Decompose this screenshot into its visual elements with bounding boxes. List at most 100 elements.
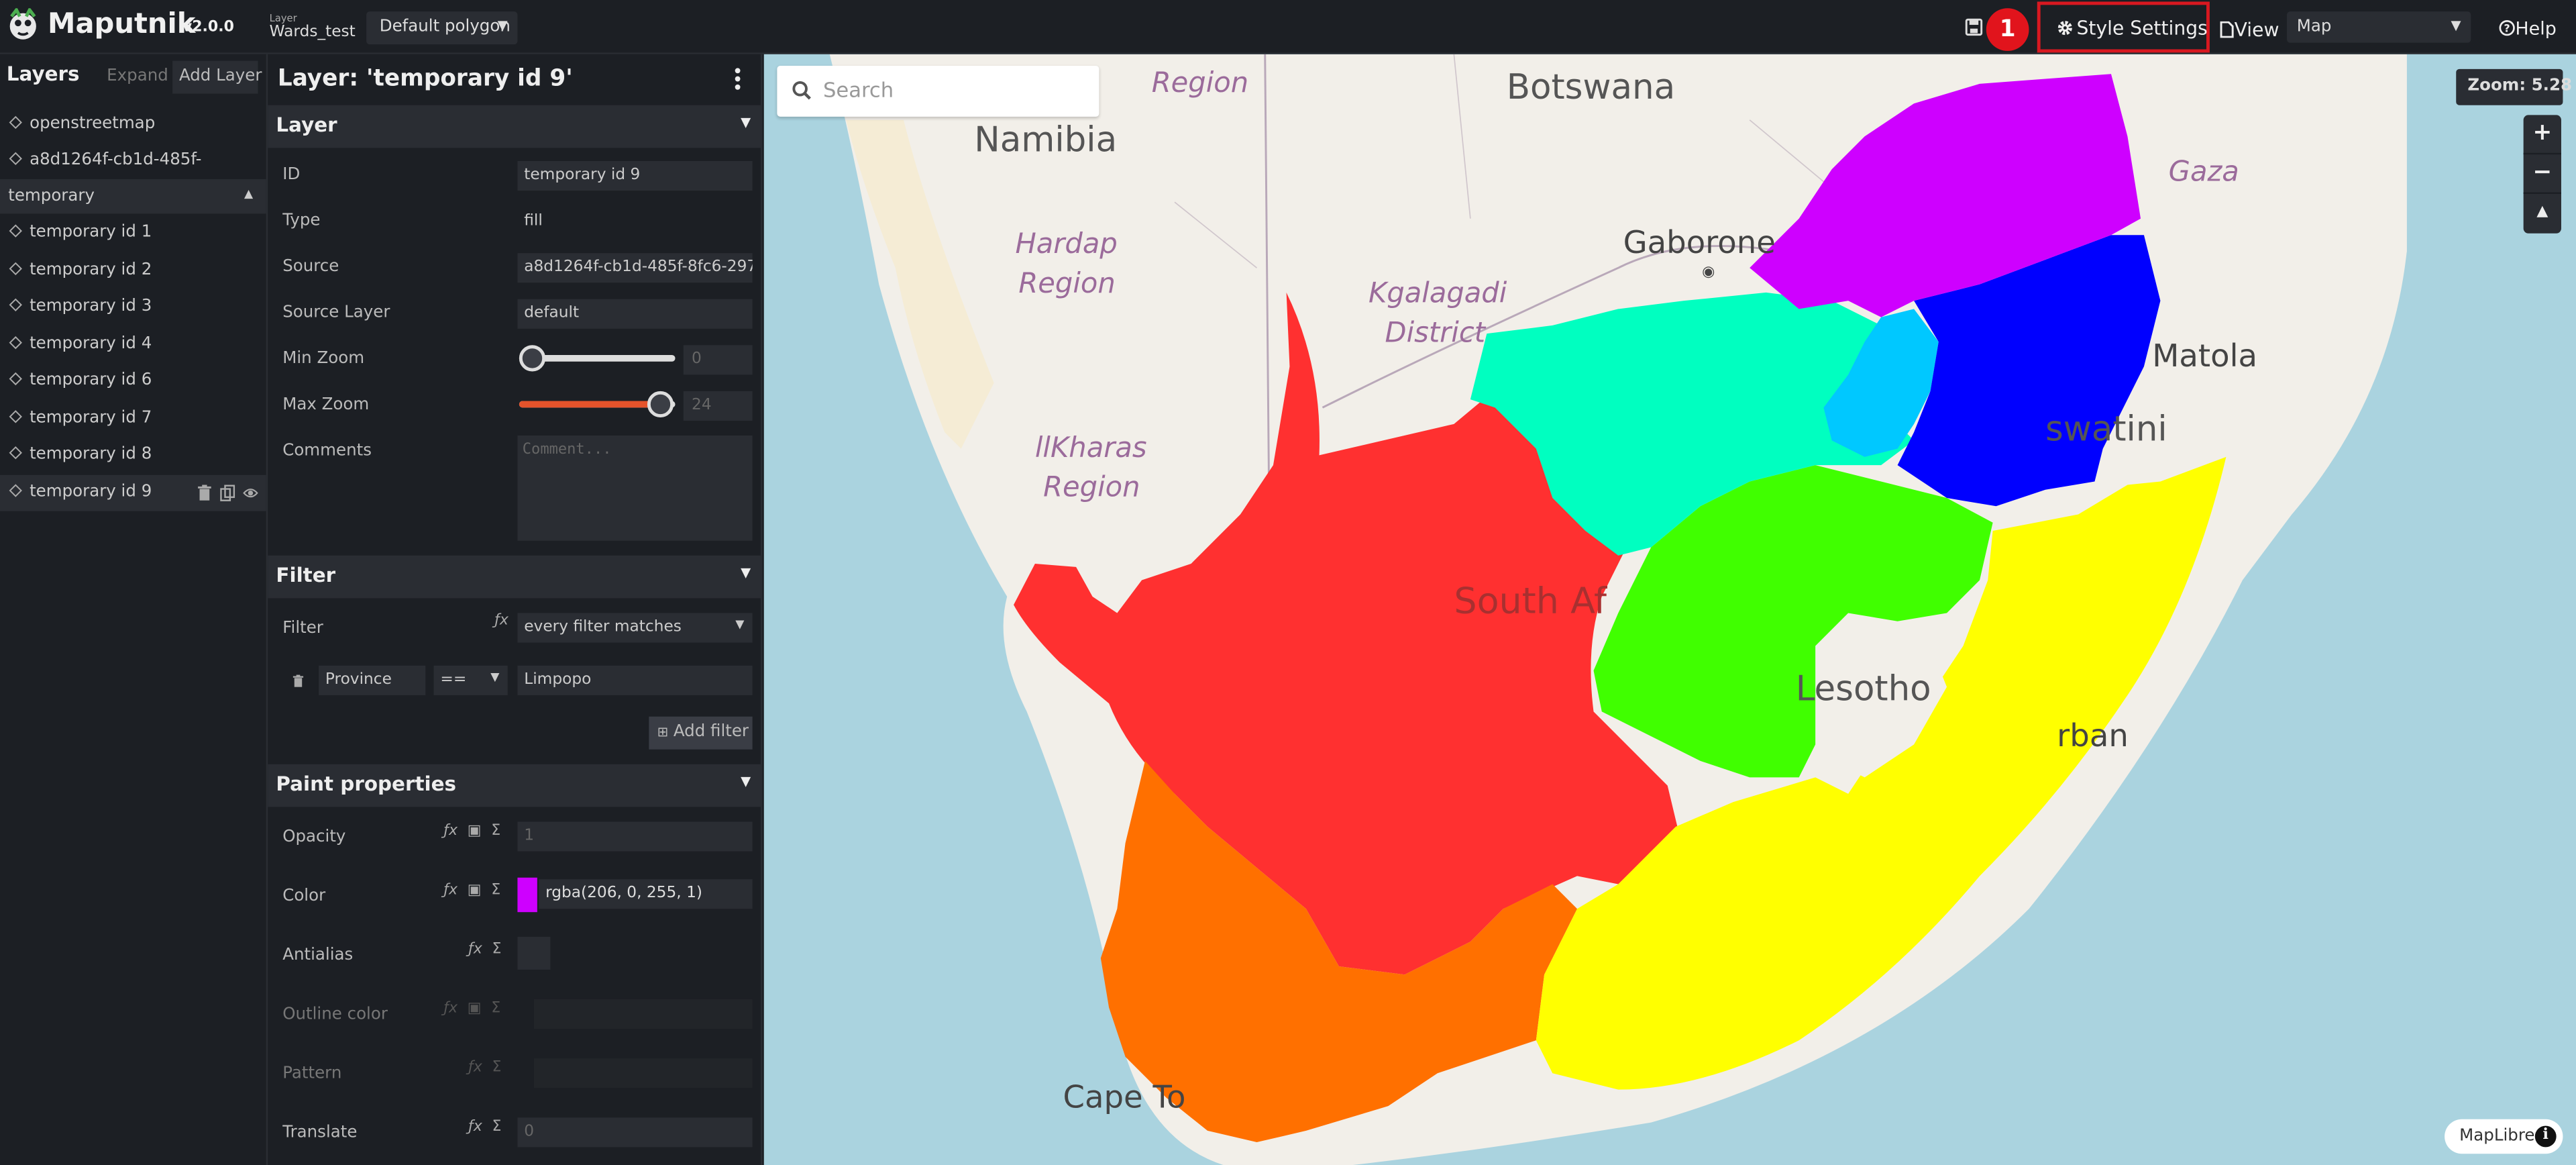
trash-icon[interactable] bbox=[197, 485, 212, 501]
add-filter-button[interactable]: ⊞ Add filter bbox=[649, 716, 753, 750]
label-durban: rban bbox=[2057, 718, 2129, 755]
default-polygon-dropdown[interactable]: Default polygon ▼ bbox=[366, 11, 518, 45]
pattern-label: Pattern bbox=[282, 1064, 342, 1083]
lesotho bbox=[1799, 619, 1947, 778]
maputnik-logo[interactable] bbox=[7, 8, 40, 41]
zoom-out-button[interactable]: − bbox=[2523, 154, 2561, 194]
layer-item-temporary-1[interactable]: temporary id 1 bbox=[0, 215, 266, 252]
slider-thumb[interactable] bbox=[647, 391, 674, 418]
map-canvas[interactable]: Botswana Namibia Gaborone ◉ Hardap Regio… bbox=[763, 54, 2576, 1165]
style-settings-button[interactable]: Style Settings bbox=[2037, 1, 2210, 53]
layer-item-label: openstreetmap bbox=[30, 115, 156, 134]
chevron-down-icon: ▼ bbox=[741, 565, 751, 580]
expression-icon[interactable]: ƒx bbox=[443, 1001, 458, 1017]
add-layer-button[interactable]: Add Layer bbox=[172, 60, 262, 94]
min-zoom-slider[interactable] bbox=[519, 344, 676, 373]
default-polygon-label: Default polygon bbox=[379, 17, 511, 36]
id-field[interactable]: temporary id 9 bbox=[517, 161, 753, 191]
layer-icon bbox=[9, 115, 22, 130]
duplicate-icon[interactable] bbox=[220, 485, 235, 501]
info-icon[interactable]: i bbox=[2534, 1125, 2557, 1148]
more-vertical-icon[interactable] bbox=[735, 67, 741, 90]
chevron-down-icon: ▼ bbox=[741, 774, 751, 789]
sum-icon[interactable]: Σ bbox=[491, 823, 501, 840]
slider-thumb[interactable] bbox=[519, 345, 546, 372]
eye-icon[interactable] bbox=[243, 485, 258, 501]
layer-select-value[interactable]: Wards_test bbox=[269, 23, 356, 42]
max-zoom-label: Max Zoom bbox=[282, 396, 370, 415]
sum-icon[interactable]: Σ bbox=[492, 1119, 502, 1136]
layer-icon bbox=[9, 262, 22, 276]
translate-field[interactable]: 0 bbox=[517, 1117, 753, 1148]
filter-section-header[interactable]: Filter ▼ bbox=[268, 555, 761, 599]
save-icon[interactable] bbox=[1965, 18, 1983, 36]
pattern-field[interactable] bbox=[533, 1058, 753, 1088]
expression-icon[interactable]: ƒx bbox=[494, 613, 508, 629]
sum-icon[interactable]: Σ bbox=[492, 942, 502, 958]
view-select[interactable]: Map ▼ bbox=[2287, 11, 2471, 43]
layer-group-temporary[interactable]: temporary ▲ bbox=[0, 179, 266, 214]
label-ilkharas-line1: llKharas bbox=[1034, 432, 1147, 466]
help-button[interactable]: ? Help bbox=[2499, 18, 2557, 40]
sum-icon[interactable]: Σ bbox=[491, 1001, 501, 1017]
layer-item-temporary-3[interactable]: temporary id 3 bbox=[0, 289, 266, 325]
province-mpumalanga bbox=[1897, 235, 2161, 507]
compass-button[interactable]: ▲ bbox=[2536, 203, 2548, 221]
max-zoom-field[interactable]: 24 bbox=[683, 391, 753, 421]
view-button[interactable]: View bbox=[2220, 18, 2279, 41]
color-label: Color bbox=[282, 887, 326, 906]
layer-editor-title: Layer: 'temporary id 9' bbox=[277, 65, 573, 93]
layer-item-temporary-8[interactable]: temporary id 8 bbox=[0, 437, 266, 473]
expression-icon[interactable]: ƒx bbox=[443, 882, 458, 899]
expression-icon[interactable]: ƒx bbox=[468, 1060, 482, 1077]
layer-item-temporary-9[interactable]: temporary id 9 bbox=[0, 474, 266, 511]
style-settings-label: Style Settings bbox=[2076, 16, 2208, 40]
source-layer-field[interactable]: default bbox=[517, 299, 753, 329]
filter-value-input[interactable]: Limpopo bbox=[517, 665, 753, 695]
data-driven-icon[interactable]: ▣ bbox=[467, 823, 482, 840]
layer-item-temporary-6[interactable]: temporary id 6 bbox=[0, 363, 266, 399]
maplibre-attribution[interactable]: MapLibre i bbox=[2445, 1119, 2563, 1154]
max-zoom-slider[interactable] bbox=[519, 389, 676, 419]
paint-section-header[interactable]: Paint properties ▼ bbox=[268, 764, 761, 807]
opacity-label: Opacity bbox=[282, 828, 346, 847]
step-badge: 1 bbox=[1986, 8, 2029, 51]
source-layer-label: Source Layer bbox=[282, 304, 390, 323]
source-field[interactable]: a8d1264f-cb1d-485f-8fc6-2973 bbox=[517, 253, 753, 283]
id-label: ID bbox=[282, 166, 301, 185]
filter-field-input[interactable]: Province bbox=[319, 665, 426, 695]
label-kgalagadi-line1: Kgalagadi bbox=[1368, 277, 1507, 311]
data-driven-icon[interactable]: ▣ bbox=[467, 1001, 482, 1017]
antialias-checkbox[interactable] bbox=[517, 936, 551, 970]
opacity-field[interactable]: 1 bbox=[517, 821, 753, 852]
layer-section-header[interactable]: Layer ▼ bbox=[268, 105, 761, 148]
expression-icon[interactable]: ƒx bbox=[468, 1119, 482, 1136]
sum-icon[interactable]: Σ bbox=[492, 1060, 502, 1077]
layer-item-temporary-7[interactable]: temporary id 7 bbox=[0, 401, 266, 438]
color-field[interactable]: rgba(206, 0, 255, 1) bbox=[539, 879, 753, 909]
add-filter-label: Add filter bbox=[673, 723, 749, 742]
filter-operator-dropdown[interactable]: == ▼ bbox=[433, 665, 508, 695]
zoom-in-button[interactable]: + bbox=[2523, 115, 2561, 155]
layer-item-openstreetmap[interactable]: openstreetmap bbox=[0, 107, 266, 143]
opacity-property-icons: ƒx ▣ Σ bbox=[443, 823, 500, 840]
expand-button[interactable]: Expand bbox=[107, 67, 168, 86]
layer-item-temporary-2[interactable]: temporary id 2 bbox=[0, 253, 266, 289]
comments-textarea[interactable]: Comment... bbox=[517, 435, 753, 541]
data-driven-icon[interactable]: ▣ bbox=[467, 882, 482, 899]
layer-icon bbox=[9, 298, 22, 311]
trash-icon[interactable] bbox=[292, 674, 304, 689]
filter-mode-dropdown[interactable]: every filter matches ▼ bbox=[517, 613, 753, 643]
map-search-input[interactable]: Search bbox=[777, 65, 1099, 117]
outline-color-field[interactable] bbox=[533, 999, 753, 1029]
layer-item-temporary-4[interactable]: temporary id 4 bbox=[0, 327, 266, 363]
color-swatch[interactable] bbox=[517, 877, 537, 913]
sum-icon[interactable]: Σ bbox=[491, 882, 501, 899]
label-hardap-line1: Hardap bbox=[1015, 228, 1118, 262]
expression-icon[interactable]: ƒx bbox=[468, 942, 482, 958]
translate-property-icons: ƒx Σ bbox=[468, 1119, 501, 1135]
search-icon bbox=[792, 81, 811, 100]
min-zoom-field[interactable]: 0 bbox=[683, 345, 753, 375]
expression-icon[interactable]: ƒx bbox=[443, 823, 458, 840]
layer-item-source[interactable]: a8d1264f-cb1d-485f- bbox=[0, 143, 266, 179]
